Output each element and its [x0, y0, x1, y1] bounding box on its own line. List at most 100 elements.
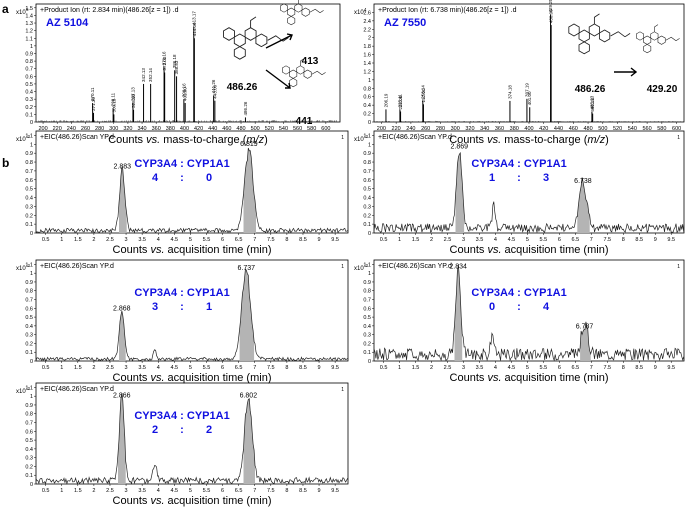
peak-label: 206.19	[383, 93, 388, 107]
ratio-right-value: 3	[543, 172, 549, 184]
y-tick-label: 0.9	[25, 403, 33, 409]
y-tick-label: 0	[30, 482, 33, 488]
y-tick-label: 0	[30, 120, 33, 126]
x-axis-caption-a: Counts	[108, 134, 146, 146]
ratio-title: CYP3A4 : CYP1A1	[471, 158, 566, 170]
x-tick-label: 7.5	[603, 365, 611, 371]
corner-mark: 1	[677, 264, 680, 270]
x-tick-label: 4.5	[170, 488, 178, 494]
x-tick-label: 1.5	[74, 365, 82, 371]
chart-header: +EIC(486.26)Scan YP.d	[378, 134, 452, 141]
x-tick-label: 400	[524, 126, 533, 132]
y-tick-label: 1.1	[25, 385, 33, 391]
peak-label: 352.14	[148, 68, 153, 82]
y-tick-label: 0.7	[25, 421, 33, 427]
x-tick-label: 6	[558, 237, 561, 243]
x-tick-label: 9	[318, 237, 321, 243]
x-tick-label: 2	[430, 237, 433, 243]
y-tick-label: 1.4	[25, 13, 33, 19]
y-tick-label: 1.3	[25, 21, 33, 27]
x-tick-label: 460	[222, 126, 231, 132]
x-tick-label: 2.5	[444, 365, 452, 371]
x-axis-caption-b: mass-to-charge (	[501, 134, 588, 146]
x-tick-label: 4	[157, 488, 160, 494]
y-tick-label: 0.9	[363, 151, 371, 157]
y-tick-label: 1	[30, 394, 33, 400]
x-tick-label: 2	[92, 237, 95, 243]
y-tick-label: 0.5	[25, 187, 33, 193]
y-tick-label: 0.5	[25, 82, 33, 88]
eic-chart-3-1: +EIC(486.26)Scan YP.d x10-2 0 0.1 0.2 0.3 0.4 0…	[16, 259, 349, 384]
x-tick-label: 7.5	[267, 488, 275, 494]
y-tick-label: 0	[368, 231, 371, 237]
y-tick-label: 0.2	[363, 112, 371, 118]
y-tick-label: 0.1	[363, 222, 371, 228]
molecule-rings	[636, 31, 666, 54]
x-tick-label: 5	[189, 237, 192, 243]
chart-header: +EIC(486.26)Scan YP.d	[40, 386, 114, 393]
x-tick-label: 6	[221, 488, 224, 494]
y-tick-label: 2.2	[363, 27, 371, 33]
x-tick-label: 2	[92, 488, 95, 494]
eic-chart-4-0: +EIC(486.26)Scan YP.d x10-2 0 0.1 0.2 0.3 0.4 0…	[16, 130, 349, 256]
y-tick-label: 0.4	[25, 447, 33, 453]
x-tick-label: 4	[494, 237, 497, 243]
y-tick-label: 0.2	[25, 341, 33, 347]
y-tick-label: 1	[368, 78, 371, 84]
y-tick-label: 1.2	[25, 29, 33, 35]
peak-label: 372.00	[162, 56, 167, 70]
chart-header: +EIC(486.26)Scan YP.d	[40, 263, 114, 270]
x-tick-label: 3	[125, 365, 128, 371]
y-tick-label: 0.8	[25, 59, 33, 65]
x-tick-label: 5.5	[203, 488, 211, 494]
x-tick-label: 3.5	[138, 237, 146, 243]
x-tick-label: 1.5	[74, 488, 82, 494]
structure-label: 429.20	[647, 84, 678, 95]
x-tick-label: 5.5	[540, 237, 548, 243]
x-tick-label: 520	[613, 126, 622, 132]
y-tick-label: 0.9	[25, 51, 33, 57]
x-tick-label: 600	[672, 126, 681, 132]
x-tick-label: 420	[539, 126, 548, 132]
x-tick-label: 8	[285, 488, 288, 494]
y-scale-label: x10	[16, 137, 26, 143]
x-axis-caption-vs: vs.	[146, 134, 160, 146]
plot-frame	[373, 259, 685, 362]
y-tick-label: 0.5	[25, 438, 33, 444]
x-axis-caption-b: acquisition time (min)	[165, 495, 272, 507]
peak-label: 399.16	[181, 83, 186, 97]
parent-structure	[223, 16, 289, 60]
molecule-chain	[593, 13, 631, 38]
peak-label: 328.00	[131, 94, 136, 108]
x-tick-label: 560	[643, 126, 652, 132]
x-axis-caption-b: mass-to-charge (	[160, 134, 247, 146]
x-axis-caption-b: acquisition time (min)	[165, 372, 272, 384]
x-tick-label: 1	[60, 488, 63, 494]
fragment-structure-441	[282, 58, 326, 88]
x-tick-label: 6	[221, 365, 224, 371]
x-tick-label: 440	[208, 126, 217, 132]
y-tick-label: 0.1	[25, 112, 33, 118]
y-tick-label: 0.4	[363, 196, 371, 202]
peak-label: 486.26	[243, 101, 248, 115]
y-tick-label: 0.9	[363, 280, 371, 286]
y-tick-label: 1.6	[363, 53, 371, 59]
y-tick-label: 0.7	[25, 298, 33, 304]
x-tick-label: 0.5	[42, 488, 50, 494]
x-axis-caption-b: acquisition time (min)	[165, 244, 272, 256]
y-tick-label: 0.7	[25, 67, 33, 73]
y-tick-label: 0.6	[25, 429, 33, 435]
y-tick-label: 0.1	[25, 473, 33, 479]
y-tick-label: 0.4	[363, 324, 371, 330]
molecule-rings	[568, 23, 611, 55]
ms-spectrum-az7550: +Product Ion (rt: 6.738 min)(486.26[z = …	[354, 0, 685, 146]
chart-header: +EIC(486.26)Scan YP.d	[378, 263, 452, 270]
ratio-title: CYP3A4 : CYP1A1	[134, 410, 229, 422]
corner-mark: 1	[341, 387, 344, 393]
y-tick-label: 1.8	[363, 44, 371, 50]
x-tick-label: 300	[451, 126, 460, 132]
parent-structure	[568, 13, 631, 55]
peak-label: 430.00	[549, 9, 554, 23]
peak-label: 374.18	[507, 85, 512, 99]
x-tick-label: 300	[109, 126, 118, 132]
